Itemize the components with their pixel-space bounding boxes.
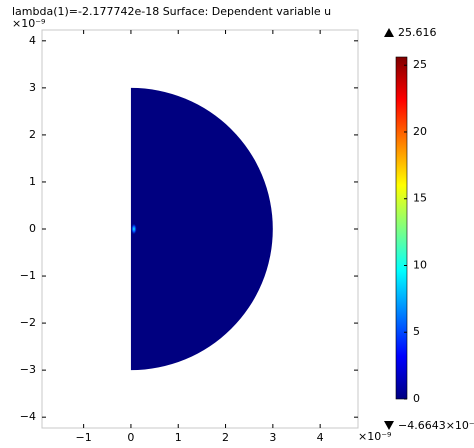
colorbar bbox=[395, 56, 408, 400]
colorbar-tick-label: 15 bbox=[413, 192, 427, 205]
x-tick-label: −1 bbox=[76, 431, 92, 444]
min-marker bbox=[384, 421, 394, 430]
max-marker bbox=[384, 28, 394, 37]
surface-domain bbox=[130, 87, 273, 371]
y-exponent: ×10⁻⁹ bbox=[12, 17, 45, 30]
y-tick-label: −4 bbox=[20, 410, 36, 423]
y-tick-label: 2 bbox=[29, 128, 36, 141]
x-tick-label: 1 bbox=[175, 431, 182, 444]
x-tick-label: 4 bbox=[317, 431, 324, 444]
y-tick-label: −2 bbox=[20, 316, 36, 329]
y-tick-label: 4 bbox=[29, 34, 36, 47]
surface-peak bbox=[130, 223, 137, 235]
y-tick-label: 1 bbox=[29, 175, 36, 188]
y-tick-label: 3 bbox=[29, 81, 36, 94]
y-tick-label: −1 bbox=[20, 269, 36, 282]
colorbar-tick-label: 10 bbox=[413, 258, 427, 271]
y-tick-label: 0 bbox=[29, 222, 36, 235]
colorbar-tick-label: 5 bbox=[413, 325, 420, 338]
colorbar-min-label: −4.6643×10⁻¹⁶ bbox=[398, 419, 474, 432]
colorbar-max-label: 25.616 bbox=[398, 26, 437, 39]
colorbar-tick-label: 0 bbox=[413, 392, 420, 405]
x-exponent: ×10⁻⁹ bbox=[358, 430, 391, 443]
chart-title: lambda(1)=-2.177742e-18 Surface: Depende… bbox=[12, 5, 331, 18]
x-tick-label: 0 bbox=[127, 431, 134, 444]
x-tick-label: 2 bbox=[222, 431, 229, 444]
y-tick-label: −3 bbox=[20, 363, 36, 376]
colorbar-tick-label: 20 bbox=[413, 125, 427, 138]
colorbar-tick-label: 25 bbox=[413, 58, 427, 71]
x-tick-label: 3 bbox=[269, 431, 276, 444]
